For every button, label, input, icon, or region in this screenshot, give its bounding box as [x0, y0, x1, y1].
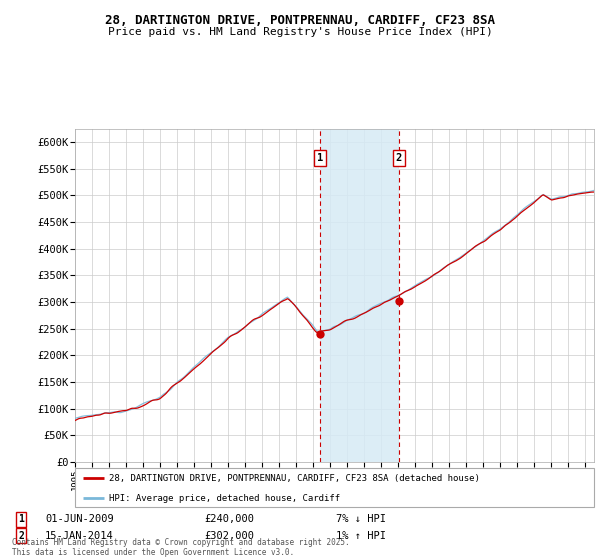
Text: HPI: Average price, detached house, Cardiff: HPI: Average price, detached house, Card… [109, 494, 340, 503]
Text: 1% ↑ HPI: 1% ↑ HPI [336, 531, 386, 541]
Text: Price paid vs. HM Land Registry's House Price Index (HPI): Price paid vs. HM Land Registry's House … [107, 27, 493, 37]
Text: 28, DARTINGTON DRIVE, PONTPRENNAU, CARDIFF, CF23 8SA (detached house): 28, DARTINGTON DRIVE, PONTPRENNAU, CARDI… [109, 474, 479, 483]
Text: 1: 1 [317, 153, 323, 163]
Bar [320, 129, 399, 462]
Text: £302,000: £302,000 [204, 531, 254, 541]
Text: 1: 1 [18, 514, 24, 524]
Text: £240,000: £240,000 [204, 514, 254, 524]
Text: 7% ↓ HPI: 7% ↓ HPI [336, 514, 386, 524]
Text: 28, DARTINGTON DRIVE, PONTPRENNAU, CARDIFF, CF23 8SA: 28, DARTINGTON DRIVE, PONTPRENNAU, CARDI… [105, 14, 495, 27]
Text: Contains HM Land Registry data © Crown copyright and database right 2025.
This d: Contains HM Land Registry data © Crown c… [12, 538, 350, 557]
Text: 01-JUN-2009: 01-JUN-2009 [45, 514, 114, 524]
Text: 15-JAN-2014: 15-JAN-2014 [45, 531, 114, 541]
Text: 2: 2 [18, 531, 24, 541]
Text: 2: 2 [396, 153, 402, 163]
